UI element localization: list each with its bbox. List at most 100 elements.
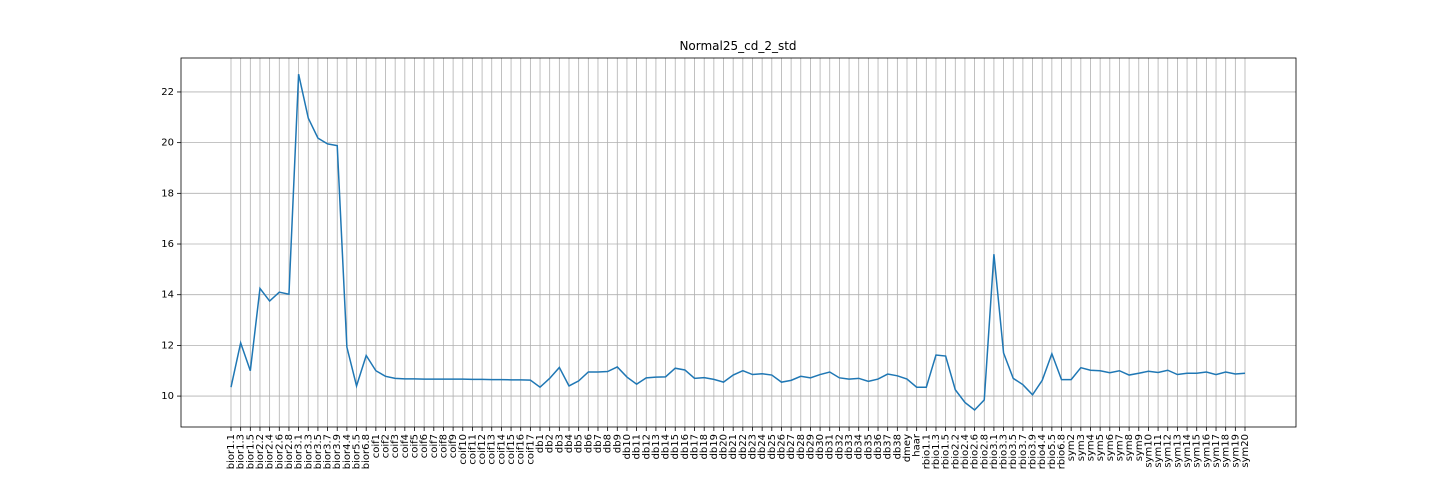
x-tick-label: coif4 xyxy=(400,434,411,458)
x-tick-label: bior5.5 xyxy=(352,434,363,469)
x-tick-label: db37 xyxy=(883,434,894,459)
x-tick-label: sym15 xyxy=(1192,434,1203,468)
x-tick-label: dmey xyxy=(902,434,913,462)
x-tick-label: bior3.5 xyxy=(313,434,324,469)
y-tick-label: 12 xyxy=(161,340,174,351)
x-tick-label: rbio1.5 xyxy=(941,434,952,469)
x-tick-label: db15 xyxy=(670,434,681,459)
x-tick-label: db28 xyxy=(796,434,807,459)
x-tick-label: coif1 xyxy=(371,434,382,458)
x-tick-label: coif13 xyxy=(487,434,498,465)
x-tick-label: bior2.8 xyxy=(284,434,295,469)
x-tick-label: rbio2.4 xyxy=(960,434,971,469)
x-tick-label: db16 xyxy=(680,434,691,459)
y-tick-label: 20 xyxy=(161,138,174,149)
x-tick-label: coif7 xyxy=(429,434,440,458)
x-tick-label: haar xyxy=(912,433,923,457)
x-tick-label: sym9 xyxy=(1134,434,1145,461)
x-tick-label: sym10 xyxy=(1143,434,1154,468)
x-tick-label: bior1.1 xyxy=(226,434,237,469)
x-tick-label: bior3.3 xyxy=(303,434,314,469)
x-tick-label: db18 xyxy=(699,434,710,459)
x-tick-label: bior2.2 xyxy=(255,434,266,469)
x-tick-label: sym5 xyxy=(1095,434,1106,461)
x-tick-label: coif14 xyxy=(496,434,507,465)
x-tick-label: db13 xyxy=(651,434,662,459)
x-tick-label: db21 xyxy=(728,434,739,459)
x-tick-label: db33 xyxy=(844,434,855,459)
x-tick-label: bior4.4 xyxy=(342,434,353,469)
x-tick-label: coif15 xyxy=(506,434,517,465)
x-tick-label: db17 xyxy=(690,434,701,459)
x-tick-label: db25 xyxy=(767,434,778,459)
x-tick-label: sym17 xyxy=(1211,434,1222,468)
x-tick-label: coif8 xyxy=(438,434,449,458)
x-tick-label: db36 xyxy=(873,434,884,459)
x-tick-label: sym20 xyxy=(1240,434,1251,468)
x-tick-label: sym11 xyxy=(1153,434,1164,468)
y-tick-label: 22 xyxy=(161,87,174,98)
x-tick-label: sym19 xyxy=(1230,434,1241,468)
x-tick-label: coif5 xyxy=(409,434,420,458)
plot-frame xyxy=(180,57,1297,428)
x-tick-label: coif10 xyxy=(458,434,469,465)
x-tick-label: db9 xyxy=(612,434,623,453)
x-tick-label: db27 xyxy=(786,434,797,459)
x-tick-label: rbio5.5 xyxy=(1047,434,1058,469)
x-tick-label: db10 xyxy=(622,434,633,459)
x-tick-label: bior3.1 xyxy=(294,434,305,469)
y-tick-label: 18 xyxy=(161,188,174,199)
x-tick-label: coif9 xyxy=(448,434,459,458)
x-tick-label: rbio2.8 xyxy=(979,434,990,469)
x-tick-label: rbio1.1 xyxy=(921,434,932,469)
x-tick-label: db23 xyxy=(747,434,758,459)
x-tick-label: db5 xyxy=(574,434,585,453)
x-tick-label: bior3.9 xyxy=(332,434,343,469)
x-tick-label: sym4 xyxy=(1085,434,1096,461)
x-tick-label: rbio3.5 xyxy=(1008,434,1019,469)
x-tick-label: rbio3.9 xyxy=(1028,434,1039,469)
x-tick-label: coif11 xyxy=(467,434,478,465)
x-tick-label: db6 xyxy=(583,434,594,453)
x-tick-label: rbio2.2 xyxy=(950,434,961,469)
x-tick-label: coif3 xyxy=(390,434,401,458)
chart-title: Normal25_cd_2_std xyxy=(679,39,796,53)
x-tick-label: bior1.3 xyxy=(236,434,247,469)
x-tick-label: db35 xyxy=(863,434,874,459)
x-tick-label: db32 xyxy=(834,434,845,459)
x-tick-label: coif2 xyxy=(381,434,392,458)
x-tick-label: coif17 xyxy=(525,434,536,465)
x-tick-label: sym6 xyxy=(1105,434,1116,461)
x-tick-label: rbio3.3 xyxy=(999,434,1010,469)
x-tick-label: sym13 xyxy=(1172,434,1183,468)
x-tick-label: db20 xyxy=(719,434,730,459)
x-tick-label: sym7 xyxy=(1114,434,1125,461)
x-tick-label: rbio1.3 xyxy=(931,434,942,469)
x-tick-label: rbio4.4 xyxy=(1037,434,1048,469)
x-tick-label: sym3 xyxy=(1076,434,1087,461)
x-tick-label: bior1.5 xyxy=(245,434,256,469)
x-tick-label: db34 xyxy=(854,434,865,459)
y-tick-label: 10 xyxy=(161,391,174,402)
x-tick-label: db7 xyxy=(593,434,604,453)
x-tick-label: bior2.4 xyxy=(265,434,276,469)
x-tick-label: db14 xyxy=(661,434,672,459)
x-tick-label: db3 xyxy=(554,434,565,453)
x-tick-label: sym18 xyxy=(1221,434,1232,468)
x-tick-label: coif6 xyxy=(419,434,430,458)
x-tick-label: sym16 xyxy=(1201,434,1212,468)
x-tick-label: coif16 xyxy=(516,434,527,465)
x-tick-label: db11 xyxy=(632,434,643,459)
x-tick-label: db26 xyxy=(776,434,787,459)
x-tick-label: sym2 xyxy=(1066,434,1077,461)
x-tick-label: db12 xyxy=(641,434,652,459)
line-series xyxy=(230,74,1246,412)
x-tick-label: rbio6.8 xyxy=(1057,434,1068,469)
x-tick-label: coif12 xyxy=(477,434,488,465)
x-tick-label: sym12 xyxy=(1163,434,1174,468)
x-tick-label: sym8 xyxy=(1124,434,1135,461)
x-tick-label: rbio3.7 xyxy=(1018,434,1029,469)
x-tick-label: db1 xyxy=(535,434,546,453)
x-tick-label: rbio2.6 xyxy=(970,434,981,469)
